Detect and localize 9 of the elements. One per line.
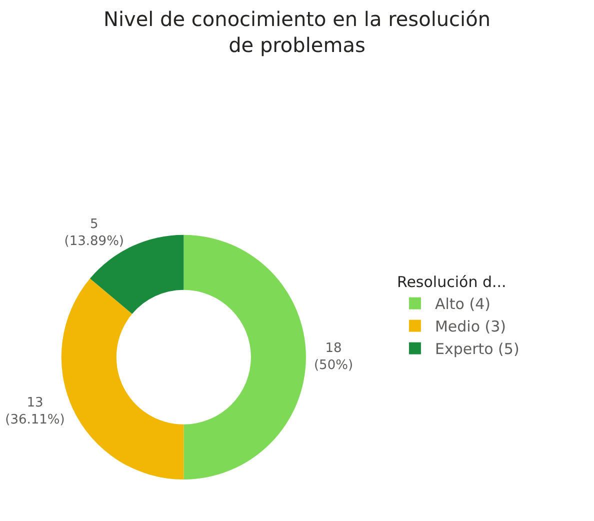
- data-label: 13 (36.11%): [5, 396, 65, 428]
- legend-label: Medio (3): [434, 318, 506, 336]
- chart-title: Nivel de conocimiento en la resolución de problemas: [103, 7, 491, 58]
- legend-title: Resolución d...: [396, 273, 506, 292]
- data-label: 18 (50%): [314, 341, 354, 374]
- donut-slice: [184, 234, 306, 480]
- legend-label: Experto (5): [434, 340, 520, 358]
- data-label: 5 (13.89%): [64, 217, 124, 250]
- legend-label: Alto (4): [434, 295, 490, 314]
